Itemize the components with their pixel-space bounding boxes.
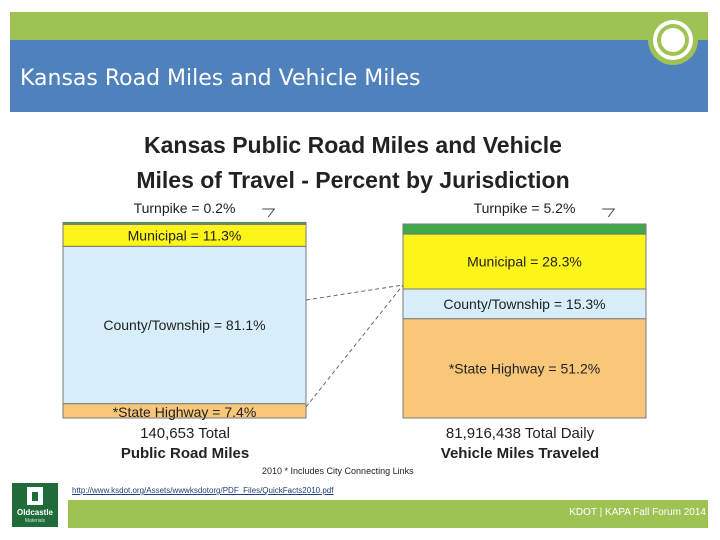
jurisdiction-chart: Kansas Public Road Miles and Vehicle Mil…	[62, 132, 647, 476]
bar1-caption: Public Road Miles	[121, 445, 249, 462]
bottom-band	[68, 500, 708, 528]
bar2-segment-state-highway	[402, 318, 647, 419]
top-accent-band	[10, 12, 708, 40]
bar2-turnpike-pointer	[602, 208, 616, 218]
chart-title-line2: Miles of Travel - Percent by Jurisdictio…	[136, 167, 569, 193]
bar2-label-municipal: Municipal = 28.3%	[467, 254, 582, 270]
bar1-segment-county-township	[62, 245, 307, 405]
bar1-label-turnpike: Turnpike = 0.2%	[134, 200, 236, 216]
bar2-segment-municipal	[402, 233, 647, 290]
bar2-label-county-township: County/Township = 15.3%	[443, 296, 605, 312]
chart-title-line1: Kansas Public Road Miles and Vehicle	[144, 132, 562, 158]
bar1-turnpike-pointer	[262, 208, 276, 218]
ring-decoration-icon	[648, 15, 698, 65]
oldcastle-logo: Oldcastle Materials	[12, 483, 58, 527]
bar1-total: 140,653 Total	[140, 425, 230, 442]
source-link[interactable]: http://www.ksdot.org/Assets/wwwksdotorg/…	[72, 486, 334, 495]
bar2-label-state-highway: *State Highway = 51.2%	[449, 360, 600, 376]
footer-text: KDOT | KAPA Fall Forum 2014	[569, 507, 706, 518]
bar2-segment-turnpike	[402, 223, 647, 235]
bar2-label-turnpike: Turnpike = 5.2%	[474, 200, 576, 216]
logo-text: Oldcastle	[16, 508, 53, 517]
bar1-label-county-township: County/Township = 81.1%	[103, 317, 265, 333]
connector-bottom	[305, 284, 404, 408]
bar1-segment-turnpike	[62, 221, 307, 225]
bar1-label-state-highway: *State Highway = 7.4%	[113, 404, 257, 420]
bar2-total: 81,916,438 Total Daily	[446, 425, 595, 442]
chart-footnote: 2010 * Includes City Connecting Links	[262, 466, 414, 476]
logo-subtext: Materials	[24, 518, 46, 524]
title-bar	[10, 40, 708, 112]
slide-title: Kansas Road Miles and Vehicle Miles	[20, 66, 421, 91]
bar2-caption: Vehicle Miles Traveled	[441, 445, 599, 462]
connector-top	[305, 284, 404, 301]
bar1-label-municipal: Municipal = 11.3%	[128, 227, 242, 243]
